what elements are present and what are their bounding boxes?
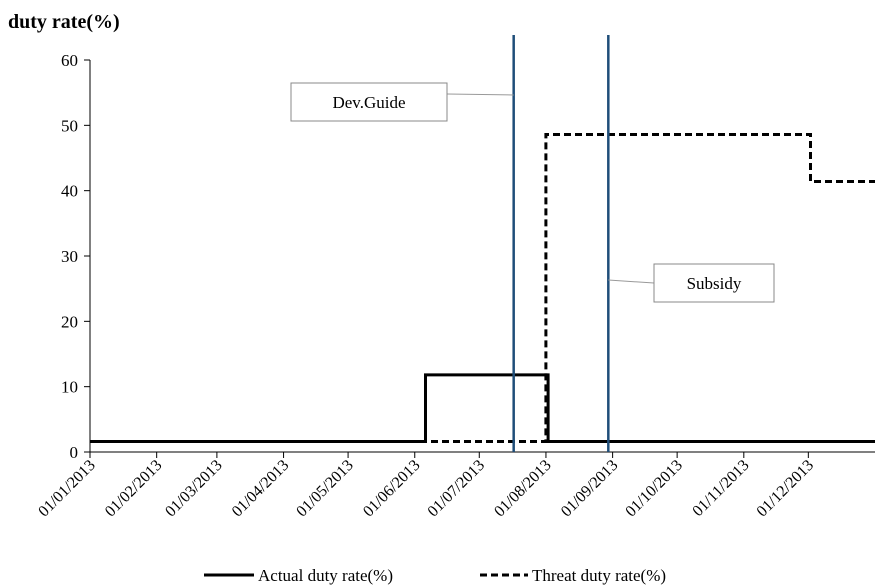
callout-connector: [608, 279, 655, 284]
x-tick-label: 01/09/2013: [558, 457, 622, 521]
y-tick-label: 40: [61, 182, 78, 201]
x-tick-label: 01/06/2013: [360, 457, 424, 521]
x-tick-label: 01/05/2013: [293, 457, 357, 521]
x-tick-label: 01/01/2013: [35, 457, 99, 521]
x-tick-label: 01/02/2013: [102, 457, 166, 521]
legend-label: Threat duty rate(%): [532, 566, 666, 585]
y-tick-label: 60: [61, 51, 78, 70]
y-axis: 0 10 20 30 40 50 60: [61, 51, 91, 462]
x-tick-label: 01/08/2013: [491, 457, 555, 521]
threat-duty-rate-line: [90, 133, 875, 443]
callout-connector: [446, 93, 514, 96]
annotations: Dev.Guide Subsidy: [290, 35, 775, 452]
x-tick-label: 01/04/2013: [229, 457, 293, 521]
y-tick-label: 10: [61, 378, 78, 397]
y-tick-label: 50: [61, 116, 78, 135]
y-axis-title: duty rate(%): [8, 11, 120, 33]
x-tick-label: 01/07/2013: [425, 457, 489, 521]
y-tick-label: 0: [70, 443, 79, 462]
x-tick-label: 01/11/2013: [689, 457, 752, 520]
x-tick-label: 01/12/2013: [754, 457, 818, 521]
x-tick-label: 01/03/2013: [162, 457, 226, 521]
callout-box: [290, 82, 448, 122]
x-tick-label: 01/10/2013: [622, 457, 686, 521]
legend: Actual duty rate(%) Threat duty rate(%): [204, 566, 666, 585]
legend-label: Actual duty rate(%): [258, 566, 393, 585]
y-tick-label: 30: [61, 247, 78, 266]
actual-duty-rate-line: [90, 373, 875, 443]
callout-box: [653, 263, 775, 303]
plot-area: [90, 133, 875, 443]
y-tick-label: 20: [61, 312, 78, 331]
callout-label: Subsidy: [687, 274, 742, 293]
callout-label: Dev.Guide: [332, 93, 405, 112]
